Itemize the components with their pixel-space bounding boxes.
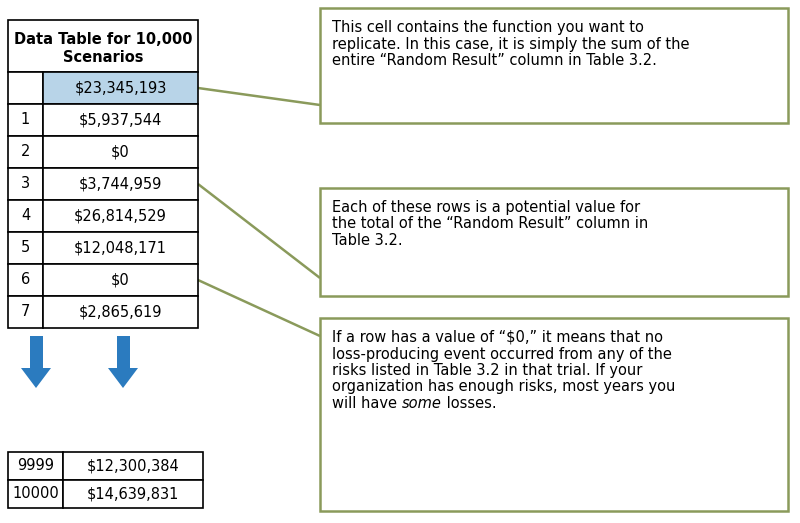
- Text: losses.: losses.: [442, 396, 496, 411]
- Bar: [8, 480, 63, 508]
- Text: will have: will have: [332, 396, 402, 411]
- Text: loss-producing event occurred from any of the: loss-producing event occurred from any o…: [332, 347, 672, 361]
- Bar: [43, 72, 198, 104]
- Text: If a row has a value of “$0,” it means that no: If a row has a value of “$0,” it means t…: [332, 330, 663, 345]
- Bar: [320, 8, 788, 123]
- Text: $0: $0: [111, 272, 130, 288]
- Bar: [8, 296, 43, 328]
- Text: 4: 4: [21, 209, 30, 223]
- Text: $14,639,831: $14,639,831: [87, 486, 179, 502]
- Text: Scenarios: Scenarios: [62, 50, 143, 65]
- Bar: [8, 72, 43, 104]
- Text: 6: 6: [21, 272, 30, 288]
- Bar: [8, 452, 63, 480]
- Bar: [63, 480, 203, 508]
- Polygon shape: [21, 368, 51, 388]
- Text: $3,744,959: $3,744,959: [79, 176, 162, 191]
- Text: 1: 1: [21, 112, 30, 128]
- Bar: [43, 168, 198, 200]
- Text: $2,865,619: $2,865,619: [78, 304, 162, 320]
- Text: 7: 7: [21, 304, 30, 320]
- Text: Table 3.2.: Table 3.2.: [332, 233, 402, 248]
- Polygon shape: [108, 368, 138, 388]
- Bar: [320, 188, 788, 296]
- Bar: [63, 452, 203, 480]
- Text: $5,937,544: $5,937,544: [79, 112, 162, 128]
- Bar: [30, 336, 42, 368]
- Bar: [43, 264, 198, 296]
- Text: 9999: 9999: [17, 459, 54, 473]
- Text: the total of the “Random Result” column in: the total of the “Random Result” column …: [332, 217, 648, 232]
- Text: some: some: [402, 396, 442, 411]
- Bar: [43, 232, 198, 264]
- Text: risks listed in Table 3.2 in that trial. If your: risks listed in Table 3.2 in that trial.…: [332, 363, 642, 378]
- Bar: [8, 264, 43, 296]
- Text: $12,300,384: $12,300,384: [86, 459, 179, 473]
- Text: Each of these rows is a potential value for: Each of these rows is a potential value …: [332, 200, 640, 215]
- Bar: [43, 200, 198, 232]
- Text: 10000: 10000: [12, 486, 59, 502]
- Text: $0: $0: [111, 144, 130, 160]
- Bar: [43, 136, 198, 168]
- Text: 5: 5: [21, 241, 30, 256]
- Bar: [8, 136, 43, 168]
- Bar: [8, 232, 43, 264]
- Text: $26,814,529: $26,814,529: [74, 209, 167, 223]
- Bar: [43, 104, 198, 136]
- Text: 2: 2: [21, 144, 30, 160]
- Bar: [43, 296, 198, 328]
- Bar: [8, 168, 43, 200]
- Text: entire “Random Result” column in Table 3.2.: entire “Random Result” column in Table 3…: [332, 53, 657, 68]
- Bar: [8, 104, 43, 136]
- Text: This cell contains the function you want to: This cell contains the function you want…: [332, 20, 644, 35]
- Text: $23,345,193: $23,345,193: [74, 81, 166, 96]
- Text: replicate. In this case, it is simply the sum of the: replicate. In this case, it is simply th…: [332, 37, 690, 51]
- Text: $12,048,171: $12,048,171: [74, 241, 167, 256]
- Bar: [320, 318, 788, 511]
- Text: Data Table for 10,000: Data Table for 10,000: [14, 32, 192, 47]
- Bar: [8, 20, 198, 72]
- Text: 3: 3: [21, 176, 30, 191]
- Text: organization has enough risks, most years you: organization has enough risks, most year…: [332, 380, 675, 394]
- Bar: [117, 336, 130, 368]
- Bar: [8, 200, 43, 232]
